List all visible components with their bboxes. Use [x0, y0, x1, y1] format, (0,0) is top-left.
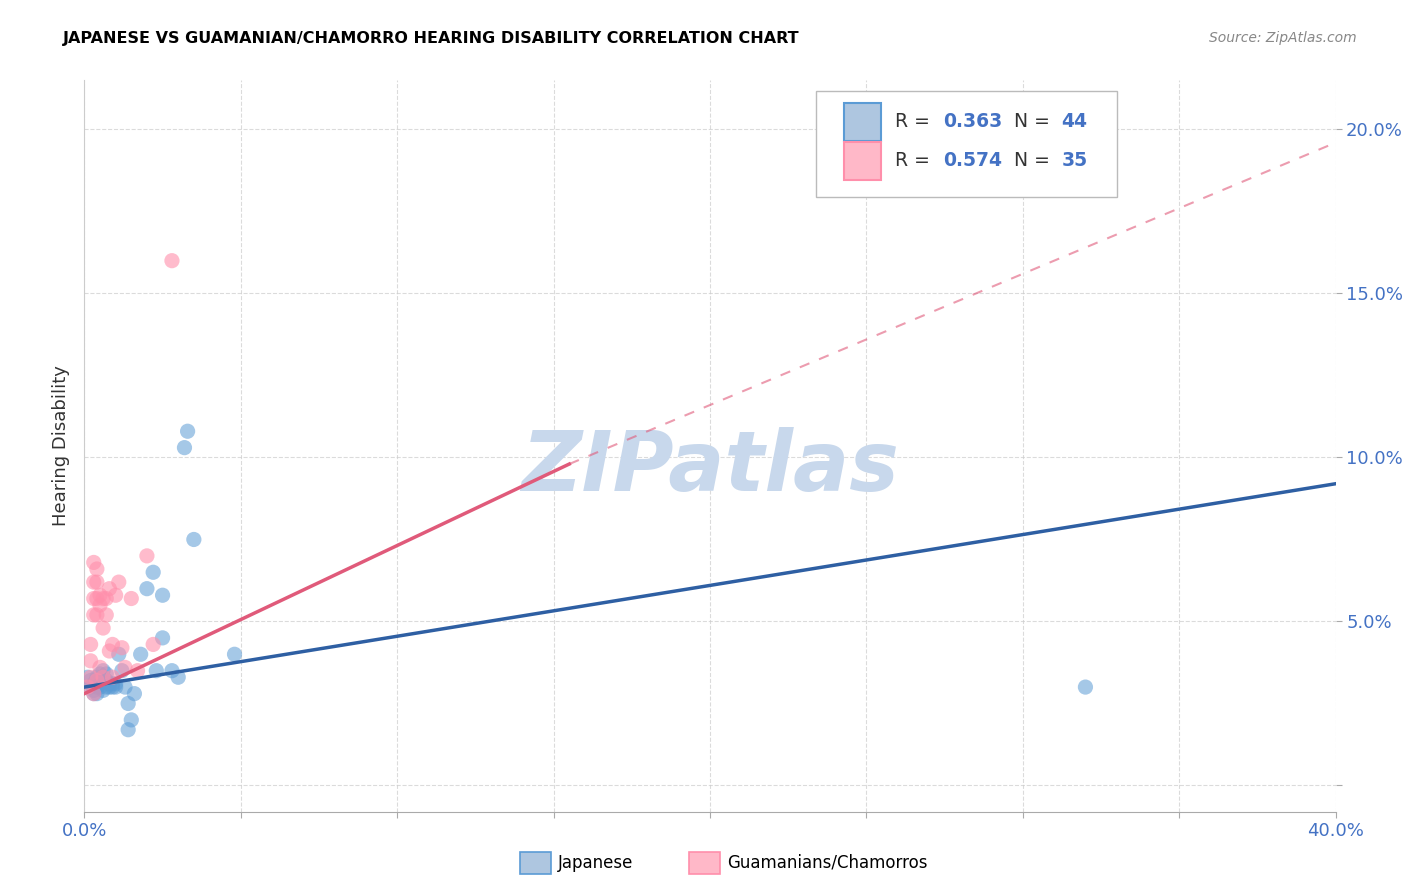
Point — [83, 575, 105, 590]
Point — [96, 673, 118, 688]
Point — [120, 591, 142, 606]
Point — [83, 683, 105, 698]
Point — [98, 677, 121, 691]
Point — [120, 713, 142, 727]
Point — [86, 591, 108, 606]
Point — [83, 687, 105, 701]
Point — [101, 680, 124, 694]
Point — [136, 549, 159, 563]
Text: Source: ZipAtlas.com: Source: ZipAtlas.com — [1209, 31, 1357, 45]
Point — [91, 670, 114, 684]
Point — [173, 441, 195, 455]
Point — [98, 680, 121, 694]
Text: JAPANESE VS GUAMANIAN/CHAMORRO HEARING DISABILITY CORRELATION CHART: JAPANESE VS GUAMANIAN/CHAMORRO HEARING D… — [63, 31, 800, 46]
Text: N =: N = — [1001, 152, 1056, 170]
Point — [167, 670, 190, 684]
Point — [145, 664, 167, 678]
Text: 35: 35 — [1062, 152, 1088, 170]
FancyBboxPatch shape — [817, 91, 1116, 197]
Point — [91, 670, 114, 684]
Point — [224, 647, 246, 661]
Point — [76, 680, 98, 694]
Point — [86, 575, 108, 590]
Text: Japanese: Japanese — [558, 854, 634, 871]
Point — [89, 677, 111, 691]
Point — [96, 591, 118, 606]
Point — [89, 667, 111, 681]
Point — [86, 670, 108, 684]
Point — [83, 556, 105, 570]
Point — [98, 644, 121, 658]
Point — [89, 598, 111, 612]
Point — [86, 673, 108, 688]
Point — [136, 582, 159, 596]
Bar — [844, 103, 882, 141]
Point — [1074, 680, 1097, 694]
Point — [91, 664, 114, 678]
Point — [83, 607, 105, 622]
Point — [98, 582, 121, 596]
Point — [83, 677, 105, 691]
Point — [152, 631, 174, 645]
Point — [107, 575, 129, 590]
Point — [79, 673, 101, 688]
Point — [160, 253, 183, 268]
Point — [104, 588, 127, 602]
Point — [83, 591, 105, 606]
Point — [86, 687, 108, 701]
Point — [86, 607, 108, 622]
Point — [183, 533, 205, 547]
Y-axis label: Hearing Disability: Hearing Disability — [52, 366, 70, 526]
Point — [101, 677, 124, 691]
Point — [114, 660, 136, 674]
Point — [89, 660, 111, 674]
Point — [129, 647, 152, 661]
Point — [160, 664, 183, 678]
Point — [176, 424, 198, 438]
Point — [142, 637, 165, 651]
Text: 0.574: 0.574 — [943, 152, 1002, 170]
Point — [89, 680, 111, 694]
Point — [124, 687, 146, 701]
Point — [86, 562, 108, 576]
Point — [101, 637, 124, 651]
Text: ZIPatlas: ZIPatlas — [522, 427, 898, 508]
Point — [111, 664, 134, 678]
Point — [104, 677, 127, 691]
Text: N =: N = — [1001, 112, 1056, 131]
Point — [107, 647, 129, 661]
Point — [79, 637, 101, 651]
Point — [91, 621, 114, 635]
Point — [117, 697, 139, 711]
Point — [96, 667, 118, 681]
Text: 44: 44 — [1062, 112, 1088, 131]
Point — [114, 680, 136, 694]
Point — [101, 670, 124, 684]
Point — [79, 680, 101, 694]
Point — [104, 680, 127, 694]
Point — [152, 588, 174, 602]
Point — [83, 687, 105, 701]
Point — [111, 640, 134, 655]
Point — [89, 588, 111, 602]
Text: 0.363: 0.363 — [943, 112, 1002, 131]
Point — [79, 670, 101, 684]
Point — [142, 566, 165, 580]
Point — [79, 654, 101, 668]
Point — [127, 664, 149, 678]
Point — [96, 607, 118, 622]
Point — [91, 591, 114, 606]
Text: R =: R = — [896, 152, 936, 170]
Point — [91, 683, 114, 698]
Point — [86, 680, 108, 694]
Text: R =: R = — [896, 112, 936, 131]
Bar — [844, 142, 882, 180]
Point — [76, 670, 98, 684]
Point — [117, 723, 139, 737]
Point — [96, 680, 118, 694]
Text: Guamanians/Chamorros: Guamanians/Chamorros — [727, 854, 928, 871]
